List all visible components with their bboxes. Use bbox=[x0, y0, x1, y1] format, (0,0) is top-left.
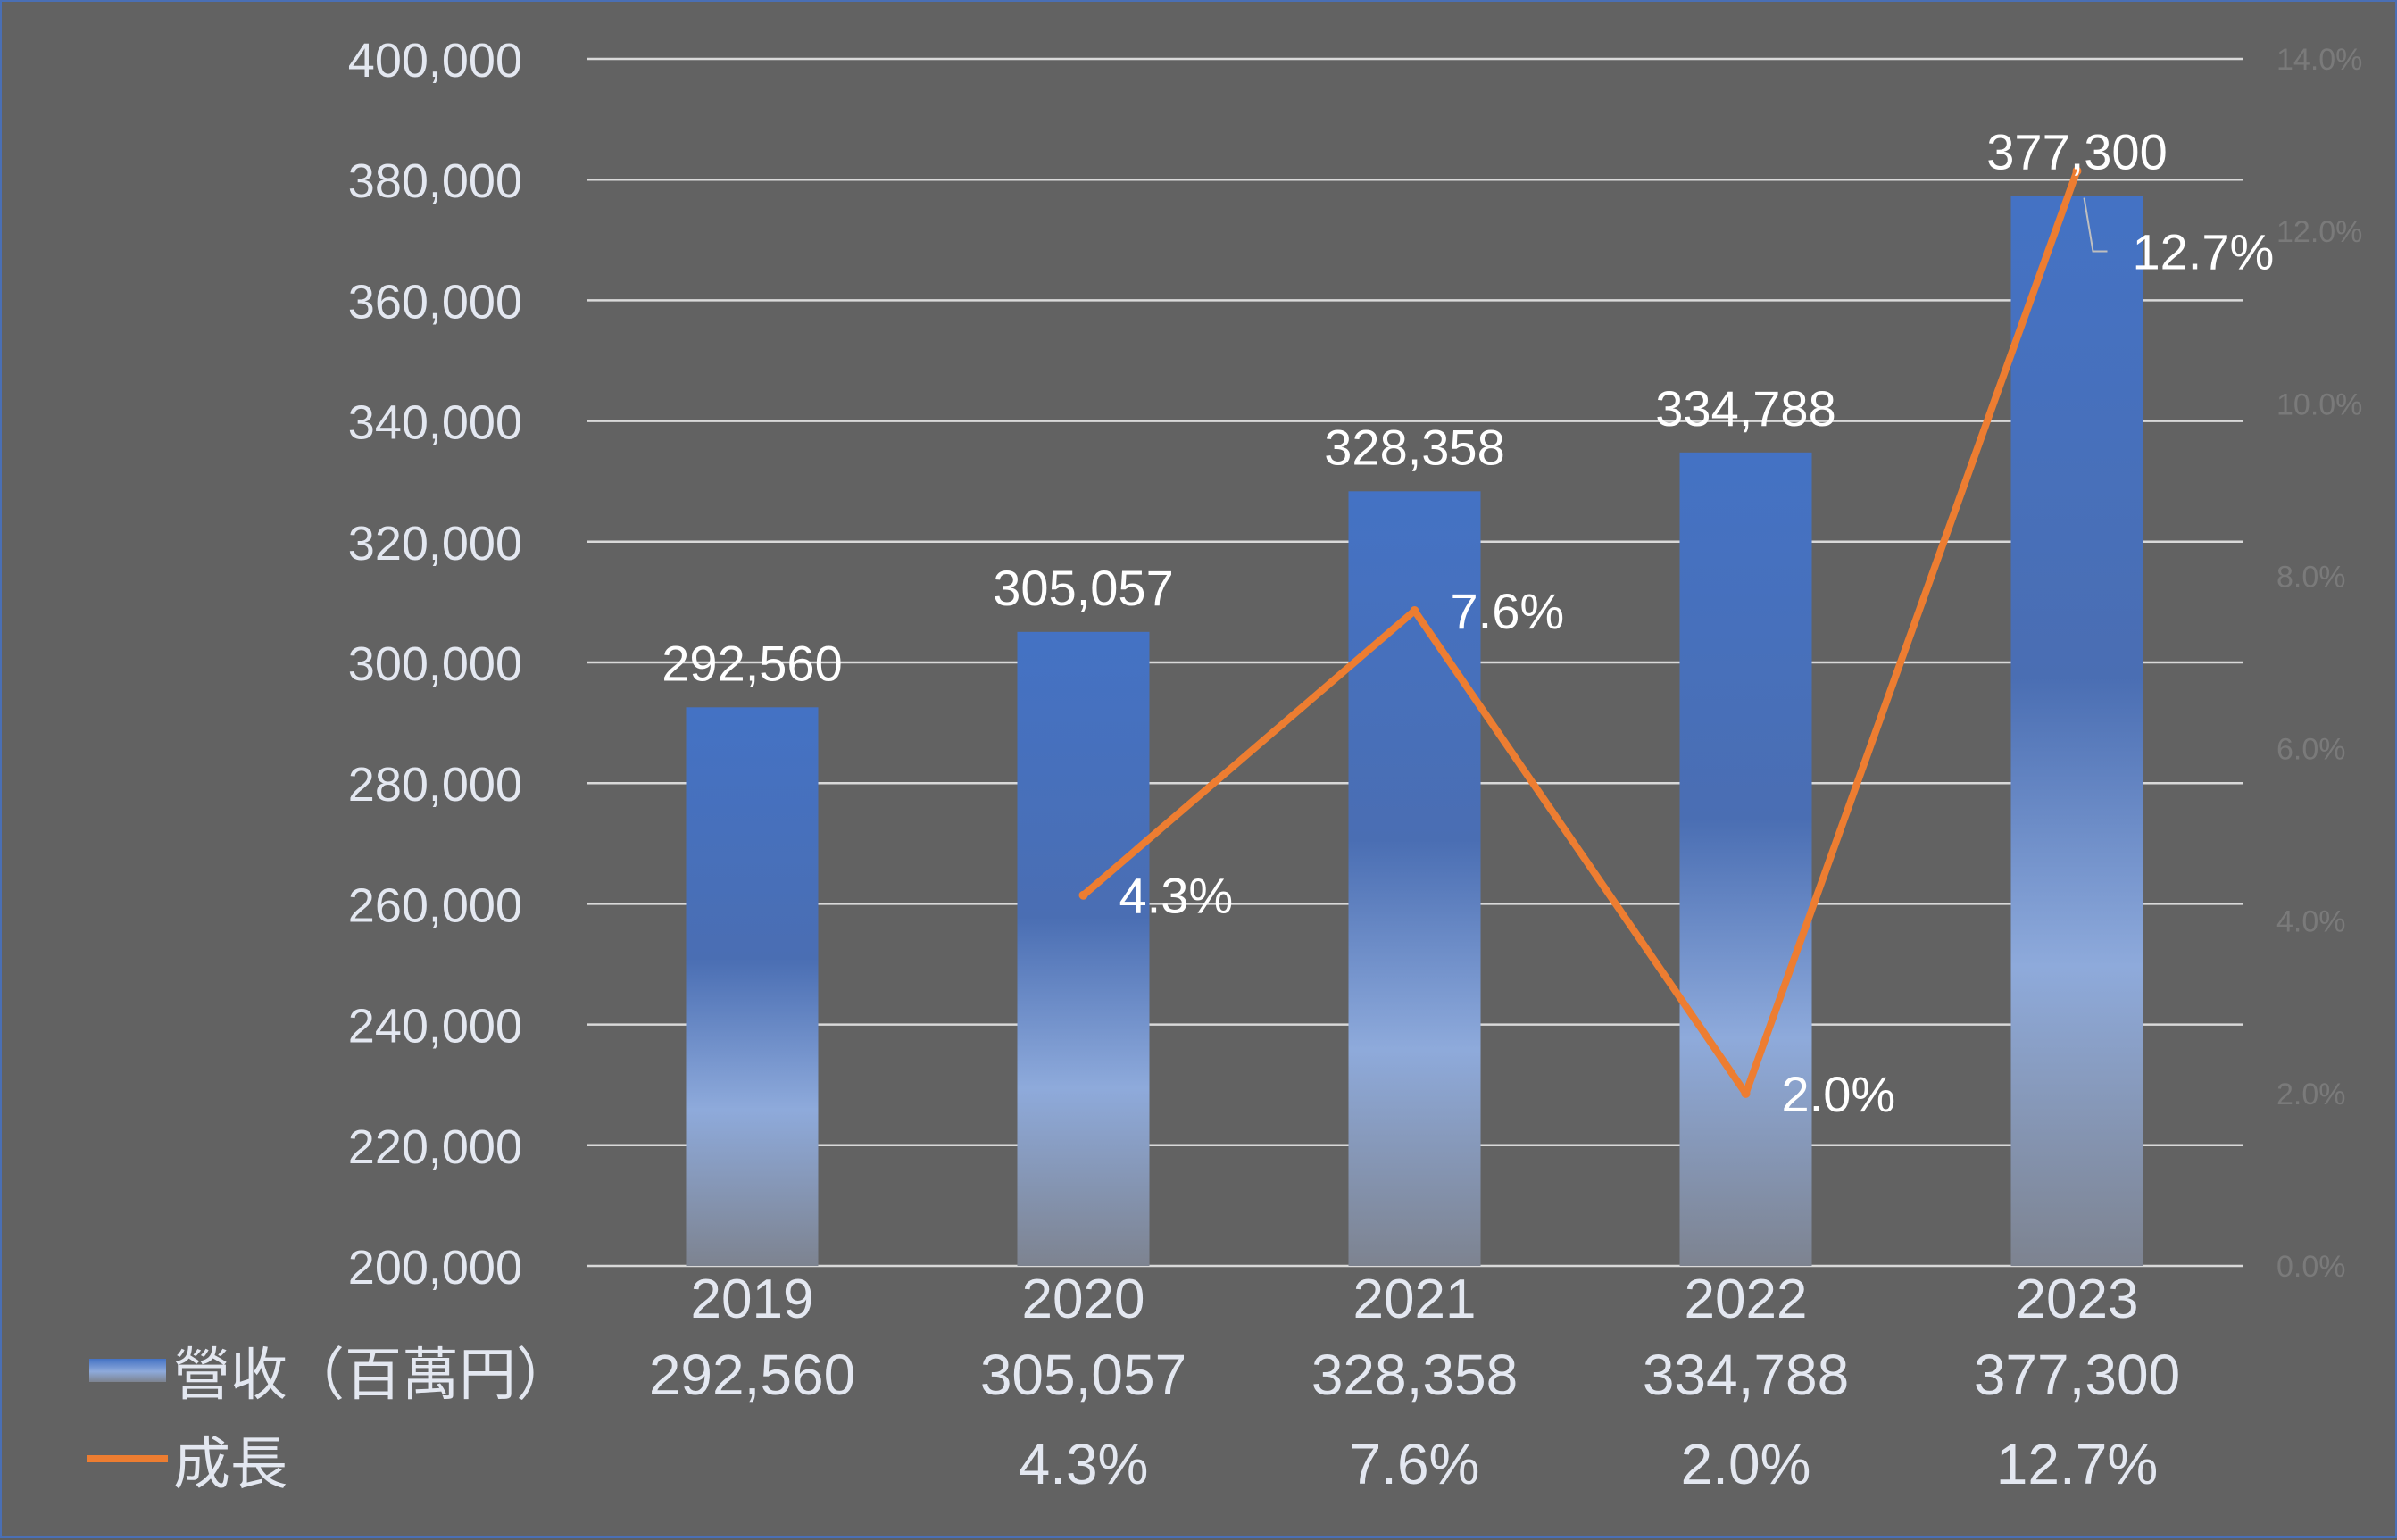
right-y-tick-label: 4.0% bbox=[2276, 905, 2346, 939]
growth-value-label: 7.6% bbox=[1451, 583, 1565, 639]
bar-value-label: 377,300 bbox=[1986, 123, 2167, 179]
x-tick-label: 2021 bbox=[1353, 1269, 1477, 1330]
right-y-tick-label: 12.0% bbox=[2276, 215, 2362, 249]
growth-point bbox=[1741, 1088, 1751, 1098]
left-y-axis: 200,000 220,000 240,000 260,000 280,000 300,0… bbox=[348, 34, 522, 1294]
left-y-tick-label: 220,000 bbox=[348, 1120, 522, 1174]
data-table-row-revenue-cell: 334,788 bbox=[1643, 1343, 1849, 1407]
left-y-tick-label: 320,000 bbox=[348, 517, 522, 570]
right-y-tick-label: 8.0% bbox=[2276, 560, 2346, 594]
x-tick-label: 2020 bbox=[1022, 1269, 1145, 1330]
data-table-row-revenue-name: 營收（百萬円） bbox=[173, 1343, 573, 1407]
x-tick-label: 2019 bbox=[691, 1269, 814, 1330]
right-y-tick-label: 0.0% bbox=[2276, 1250, 2346, 1284]
growth-point bbox=[1078, 890, 1088, 900]
data-table-row-growth-cell: 7.6% bbox=[1350, 1432, 1480, 1496]
left-y-tick-label: 400,000 bbox=[348, 34, 522, 87]
right-y-tick-label: 14.0% bbox=[2276, 43, 2362, 77]
left-y-tick-label: 300,000 bbox=[348, 637, 522, 691]
data-labels: 292,560 305,057 328,358 334,788 377,300 4.3% 7… bbox=[662, 123, 2274, 1121]
revenue-bar bbox=[1679, 452, 1812, 1266]
data-table-row-revenue-cell: 305,057 bbox=[980, 1343, 1186, 1407]
right-y-tick-label: 10.0% bbox=[2276, 387, 2362, 421]
revenue-bar bbox=[686, 707, 819, 1266]
revenue-bar bbox=[2010, 196, 2143, 1266]
revenue-bar bbox=[1017, 631, 1150, 1266]
left-y-tick-label: 280,000 bbox=[348, 758, 522, 812]
data-table-row-growth-cell: 4.3% bbox=[1019, 1432, 1149, 1496]
right-y-tick-label: 6.0% bbox=[2276, 733, 2346, 767]
legend-bar-key bbox=[89, 1359, 166, 1382]
x-tick-label: 2022 bbox=[1685, 1269, 1808, 1330]
x-axis: 2019 2020 2021 2022 2023 bbox=[691, 1269, 2139, 1330]
data-table-row-growth-cell: 12.7% bbox=[1996, 1432, 2158, 1496]
growth-value-label: 12.7% bbox=[2133, 224, 2275, 280]
right-y-axis: 0.0% 2.0% 4.0% 6.0% 8.0% 10.0% 12.0% 14.0% bbox=[2276, 43, 2362, 1284]
growth-point bbox=[2072, 166, 2082, 176]
left-y-tick-label: 240,000 bbox=[348, 1000, 522, 1053]
left-y-tick-label: 200,000 bbox=[348, 1241, 522, 1294]
growth-value-label: 2.0% bbox=[1782, 1066, 1896, 1122]
left-y-tick-label: 380,000 bbox=[348, 154, 522, 208]
right-y-tick-label: 2.0% bbox=[2276, 1078, 2346, 1111]
growth-value-label: 4.3% bbox=[1119, 868, 1234, 924]
bar-value-label: 328,358 bbox=[1324, 419, 1504, 475]
data-table-row-revenue-cell: 292,560 bbox=[649, 1343, 855, 1407]
x-tick-label: 2023 bbox=[2016, 1269, 2139, 1330]
left-y-tick-label: 340,000 bbox=[348, 396, 522, 450]
growth-line-path bbox=[1079, 167, 2081, 1097]
data-table-row-revenue-cell: 328,358 bbox=[1311, 1343, 1518, 1407]
left-y-tick-label: 360,000 bbox=[348, 275, 522, 329]
bar-value-label: 305,057 bbox=[993, 560, 1173, 616]
revenue-bar bbox=[1348, 491, 1481, 1266]
data-table-row-growth-cell: 2.0% bbox=[1681, 1432, 1811, 1496]
bar-value-label: 334,788 bbox=[1655, 380, 1835, 437]
data-table-row-revenue-cell: 377,300 bbox=[1974, 1343, 2180, 1407]
growth-point bbox=[1410, 606, 1419, 616]
revenue-bars bbox=[686, 196, 2143, 1266]
data-table-row-growth-name: 成長 bbox=[173, 1432, 287, 1496]
bar-value-label: 292,560 bbox=[662, 635, 842, 691]
growth-label-leader bbox=[2083, 197, 2108, 253]
data-table: 營收（百萬円） 292,560 305,057 328,358 334,788 377,3… bbox=[87, 1343, 2180, 1496]
left-y-tick-label: 260,000 bbox=[348, 878, 522, 932]
growth-line bbox=[1078, 166, 2082, 1098]
